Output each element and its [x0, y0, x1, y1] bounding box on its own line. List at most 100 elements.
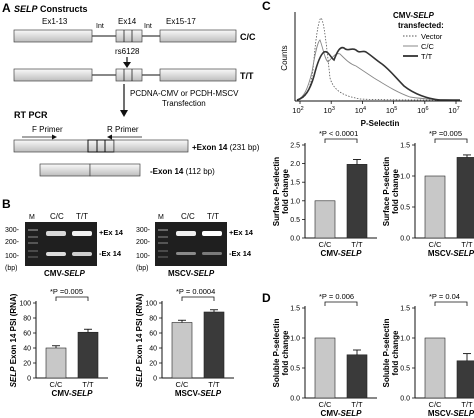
gel-msc-band-plus: +Ex 14 — [229, 228, 254, 237]
bar-chart-y-tick-label: 1.0 — [400, 336, 410, 343]
bar-chart-ylabel-line2: fold change — [281, 330, 290, 375]
significance-bracket — [324, 301, 358, 306]
exon-label-int-left: Int — [96, 23, 104, 30]
exon-label-ex15-17: Ex15-17 — [166, 17, 196, 26]
histogram-x-ticks: 102 103 104 105 106 107 — [292, 101, 460, 115]
panel-letter-b: B — [2, 197, 11, 211]
histogram-x-tick-label: 103 — [323, 106, 334, 115]
bar-chart-ylabel: SELP Exon 14 PSI (RNA) — [135, 293, 144, 387]
vector-label: PCDNA-CMV or PCDH-MSCV — [130, 89, 239, 98]
histogram-x-tick-label: 107 — [448, 106, 459, 115]
gel-msc-band-minus: -Ex 14 — [229, 249, 252, 258]
bar-category-label: T/T — [351, 240, 363, 249]
bar-chart-b-msc: 0 20 40 60 80 100 C/C T/T *P = 0.0004 MSCV-SELP SE… — [135, 287, 234, 398]
bar-cc — [314, 337, 336, 399]
bar-tt — [203, 311, 225, 379]
bar-chart-y-tick-label: 1.5 — [290, 180, 300, 187]
bar-chart-y-tick-label: 0.0 — [400, 396, 410, 403]
bar-category-label: T/T — [82, 380, 94, 389]
bar-chart-ylabel-line1: Soluble P-selectin — [382, 318, 391, 387]
gel-msc-ladder-100: 100- — [136, 253, 151, 260]
gel-cmv-lane-cc: C/C — [50, 212, 64, 221]
bar-chart-y-tick-label: 40 — [23, 346, 31, 353]
bar-tt — [346, 354, 368, 399]
bar-chart-c-msc: 0.0 0.5 1.0 1.5 C/C T/T *P =0.005 MSCV-SELP Surf… — [382, 129, 474, 258]
gel-msc-ladder-unit: (bp) — [136, 265, 148, 272]
bar-category-label: C/C — [176, 380, 190, 389]
histogram: Counts 102 103 104 105 106 107 P-Selectin CMV… — [280, 11, 462, 128]
exon-label-ex1-13: Ex1-13 — [42, 17, 68, 26]
bar-chart-b-cmv: 0 20 40 60 80 100 C/C T/T *P =0.005 CMV-SELP SELP … — [9, 287, 108, 398]
panel-d: D — [262, 291, 271, 305]
bar-chart-caption: MSCV-SELP — [428, 409, 474, 418]
bar-cc — [45, 347, 67, 379]
bar-chart-y-tick-label: 60 — [149, 331, 157, 338]
bar-chart-caption: CMV-SELP — [321, 249, 363, 258]
bar-category-label: T/T — [461, 240, 473, 249]
panel-letter-c: C — [262, 0, 271, 13]
bar-tt — [456, 360, 474, 399]
constructs-title-gene: SELP — [14, 4, 39, 14]
bar-chart-y-tick-label: 0.5 — [400, 205, 410, 212]
snp-arrow-icon — [123, 62, 131, 68]
bar-chart-y-tick-label: 0.5 — [290, 217, 300, 224]
bar-chart-y-tick-label: 0.5 — [290, 366, 300, 373]
significance-bracket — [181, 296, 215, 301]
gel-cmv-ladder-300: 300- — [5, 227, 20, 234]
histogram-curve-vector — [296, 17, 461, 101]
p-value-annotation: *P =0.005 — [429, 129, 462, 138]
bar-chart-caption: CMV-SELP — [321, 409, 363, 418]
f-primer-label: F Primer — [32, 125, 63, 134]
construct-cc: C/C — [13, 29, 256, 43]
bar-chart-ylabel-line1: Surface P-selectin — [272, 157, 281, 226]
legend-label-vector: Vector — [421, 32, 443, 41]
bar-chart-caption: MSCV-SELP — [428, 249, 474, 258]
bar-tt — [456, 157, 474, 239]
bar-chart-y-tick-label: 1.5 — [290, 306, 300, 313]
bar-cc — [424, 175, 446, 239]
p-value-annotation: *P =0.005 — [50, 287, 83, 296]
histogram-x-tick-exponent: 7 — [457, 106, 460, 112]
bar-chart-y-tick-label: 1.0 — [290, 336, 300, 343]
histogram-x-tick-label: 104 — [355, 106, 366, 115]
histogram-x-tick-label: 105 — [386, 106, 397, 115]
bar-chart-y-tick-label: 80 — [23, 316, 31, 323]
bar-chart-y-tick-label: 1.0 — [290, 198, 300, 205]
histogram-xlabel: P-Selectin — [361, 119, 400, 128]
histogram-x-tick-exponent: 2 — [301, 106, 304, 112]
legend-label-cc: C/C — [421, 42, 435, 51]
panel-c: C Counts 102 103 104 105 106 107 P-Selectin C… — [262, 0, 462, 128]
bar-chart-y-tick-label: 0.5 — [400, 366, 410, 373]
bar-chart-c-cmv: 0.0 0.5 1.0 1.5 2.0 2.5 C/C T/T *P < 0.0001 CMV-S… — [272, 129, 377, 258]
bar-chart-y-tick-label: 1.5 — [400, 143, 410, 150]
histogram-curve-cc — [296, 39, 461, 101]
bar-chart-y-tick-label: 0.0 — [290, 396, 300, 403]
p-value-annotation: *P = 0.0004 — [176, 287, 215, 296]
gel-cmv-lane-tt: T/T — [76, 212, 88, 221]
bar-chart-y-tick-label: 40 — [149, 346, 157, 353]
bar-category-label: C/C — [319, 240, 333, 249]
histogram-legend: CMV-SELP transfected: Vector C/C T/T — [393, 11, 444, 61]
transfection-label: Transfection — [162, 99, 206, 108]
bar-chart-y-tick-label: 2.0 — [290, 161, 300, 168]
bar-chart-y-tick-label: 20 — [23, 361, 31, 368]
bar-category-label: C/C — [429, 400, 443, 409]
gel-cmv: M C/C T/T 300- 200- 100- (bp) +Ex 14 -Ex… — [5, 212, 124, 278]
transfection-arrow-icon — [120, 110, 128, 117]
bar-chart-y-tick-label: 100 — [145, 301, 157, 308]
gel-msc-lane-m: M — [158, 214, 164, 221]
histogram-curve-tt — [296, 46, 460, 101]
bar-chart-ylabel-line1: Surface P-selectin — [382, 157, 391, 226]
bar-category-label: T/T — [461, 400, 473, 409]
bar-category-label: C/C — [429, 240, 443, 249]
gel-msc-ladder-200: 200- — [136, 239, 151, 246]
product-plus-exon: +Exon 14 (231 bp) — [13, 139, 260, 153]
legend-title-line1: CMV-SELP — [393, 11, 435, 20]
panel-letter-d: D — [262, 291, 271, 305]
panel-b: B M C/C T/T 300- 200- 100- (bp) +Ex 14 -… — [2, 197, 254, 278]
bar-category-label: C/C — [50, 380, 64, 389]
bar-chart-y-tick-label: 0.0 — [290, 236, 300, 243]
histogram-x-tick-exponent: 3 — [332, 106, 335, 112]
bar-chart-y-tick-label: 0.0 — [400, 236, 410, 243]
